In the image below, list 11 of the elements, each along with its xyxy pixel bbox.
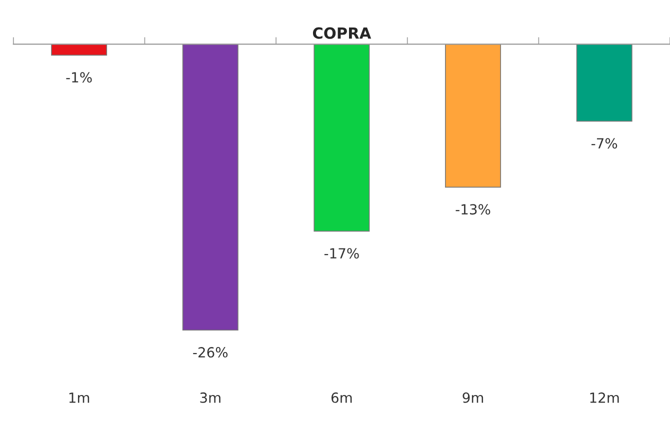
data-label: -13% bbox=[456, 204, 490, 215]
x-tick-label: 1m bbox=[69, 392, 90, 403]
data-label: -17% bbox=[324, 248, 359, 259]
x-tick-label: 3m bbox=[200, 392, 220, 403]
chart-title: COPRA bbox=[312, 27, 372, 39]
x-tick-label: 6m bbox=[331, 392, 352, 403]
x-tick-label: 12m bbox=[590, 392, 619, 403]
data-label: -7% bbox=[591, 138, 618, 149]
data-label: -26% bbox=[193, 347, 228, 358]
x-tick-label: 9m bbox=[462, 392, 484, 403]
data-label: -1% bbox=[66, 72, 92, 83]
